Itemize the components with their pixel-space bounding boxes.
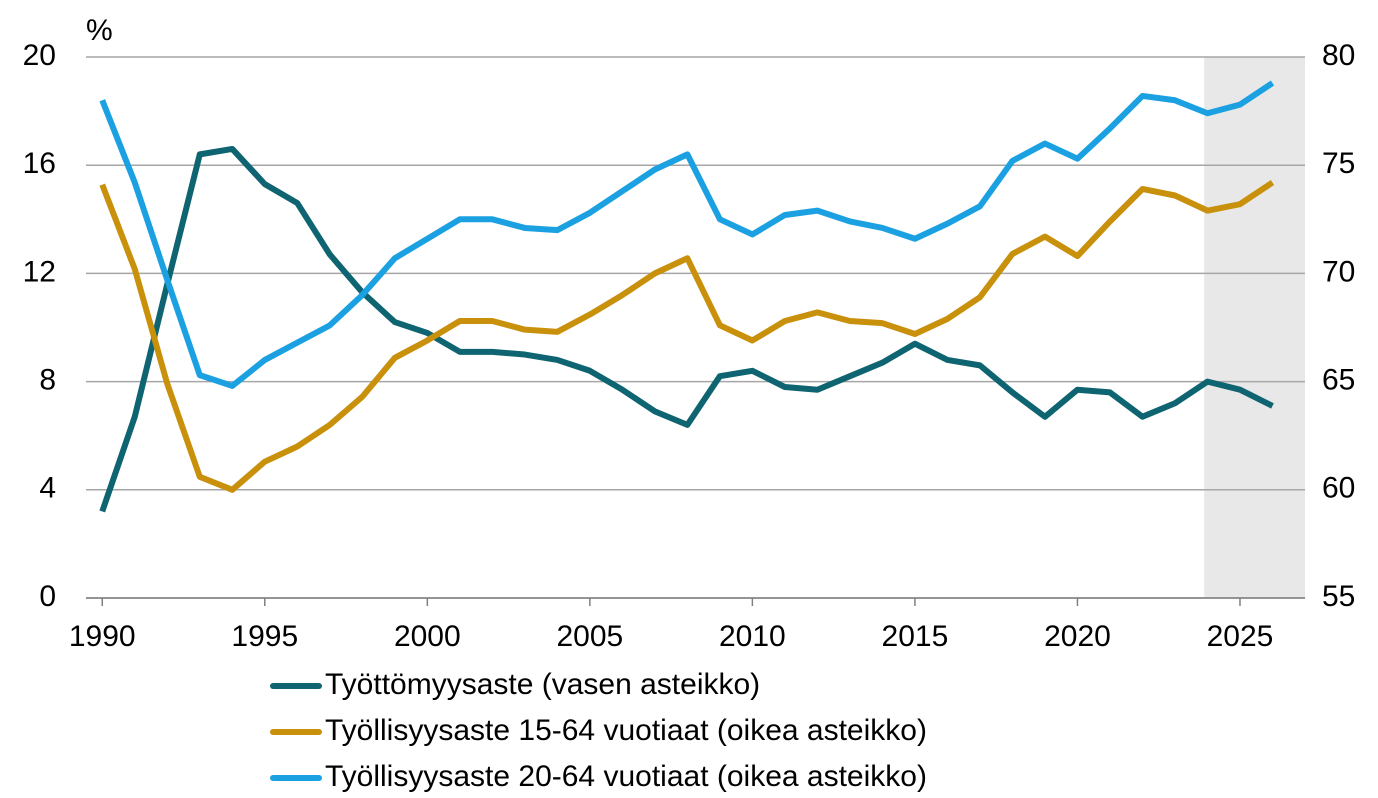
x-tick-label: 2025 [1207,620,1274,653]
series-line [99,180,1275,493]
y-tick-label: 8 [39,364,56,397]
legend-label: Työllisyysaste 15-64 vuotiaat (oikea ast… [325,714,927,747]
y2-tick-label: 80 [1322,39,1355,72]
legend-label: Työllisyysaste 20-64 vuotiaat (oikea ast… [325,760,927,793]
y-tick-label: 4 [39,472,56,505]
y-tick-label: 16 [23,147,56,180]
y-tick-label: 20 [23,39,56,72]
x-tick-label: 2005 [556,620,623,653]
y2-tick-label: 60 [1322,472,1355,505]
x-tick-label: 2020 [1044,620,1111,653]
x-tick-label: 2010 [719,620,786,653]
y2-tick-label: 55 [1322,580,1355,613]
x-tick-label: 1990 [69,620,136,653]
y-tick-label: 12 [23,255,56,288]
series-line [99,80,1275,389]
forecast-shade [1204,57,1305,598]
y2-tick-label: 70 [1322,255,1355,288]
legend-label: Työttömyysaste (vasen asteikko) [325,668,760,701]
x-tick-label: 1995 [231,620,298,653]
x-tick-label: 2015 [882,620,949,653]
y2-tick-label: 65 [1322,364,1355,397]
series-line [99,145,1274,513]
x-tick-label: 2000 [394,620,461,653]
y2-tick-label: 75 [1322,147,1355,180]
y-tick-label: 0 [39,580,56,613]
y-axis-label: % [86,14,113,47]
